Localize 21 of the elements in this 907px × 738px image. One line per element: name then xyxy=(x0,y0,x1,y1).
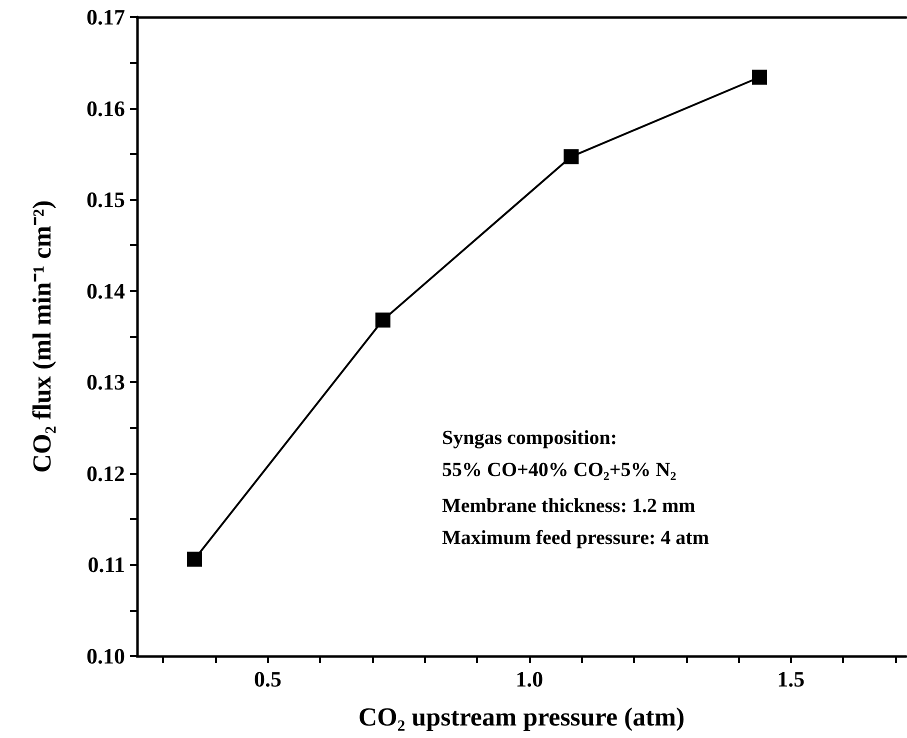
y-tick-label: 0.10 xyxy=(86,644,125,668)
y-tick-label: 0.17 xyxy=(86,4,125,30)
y-tick-label: 0.12 xyxy=(86,460,125,486)
annotation: Membrane thickness: 1.2 mm xyxy=(442,495,696,517)
x-axis-title: CO₂ upstream pressure (atm) xyxy=(358,702,685,732)
y-tick-label: 0.11 xyxy=(88,552,125,578)
x-tick-label: 1.0 xyxy=(516,666,544,692)
y-tick-label: 0.14 xyxy=(86,278,125,304)
x-tick-label: 0.5 xyxy=(254,666,282,692)
y-axis-title: CO₂ flux (ml min⁻¹ cm⁻²) xyxy=(28,200,56,473)
y-tick-label: 0.16 xyxy=(86,96,125,121)
point xyxy=(564,149,579,164)
annotation: 55% CO+40% CO₂+5% N₂ xyxy=(442,459,676,481)
annotation: Syngas composition: xyxy=(442,427,618,449)
annotation: Maximum feed pressure: 4 atm xyxy=(442,527,710,549)
x-tick-label: 1.5 xyxy=(777,666,805,692)
point xyxy=(187,552,202,567)
point xyxy=(375,312,390,328)
y-tick-label: 0.13 xyxy=(86,370,125,395)
point xyxy=(752,70,768,85)
y-tick-label: 0.15 xyxy=(86,187,125,212)
